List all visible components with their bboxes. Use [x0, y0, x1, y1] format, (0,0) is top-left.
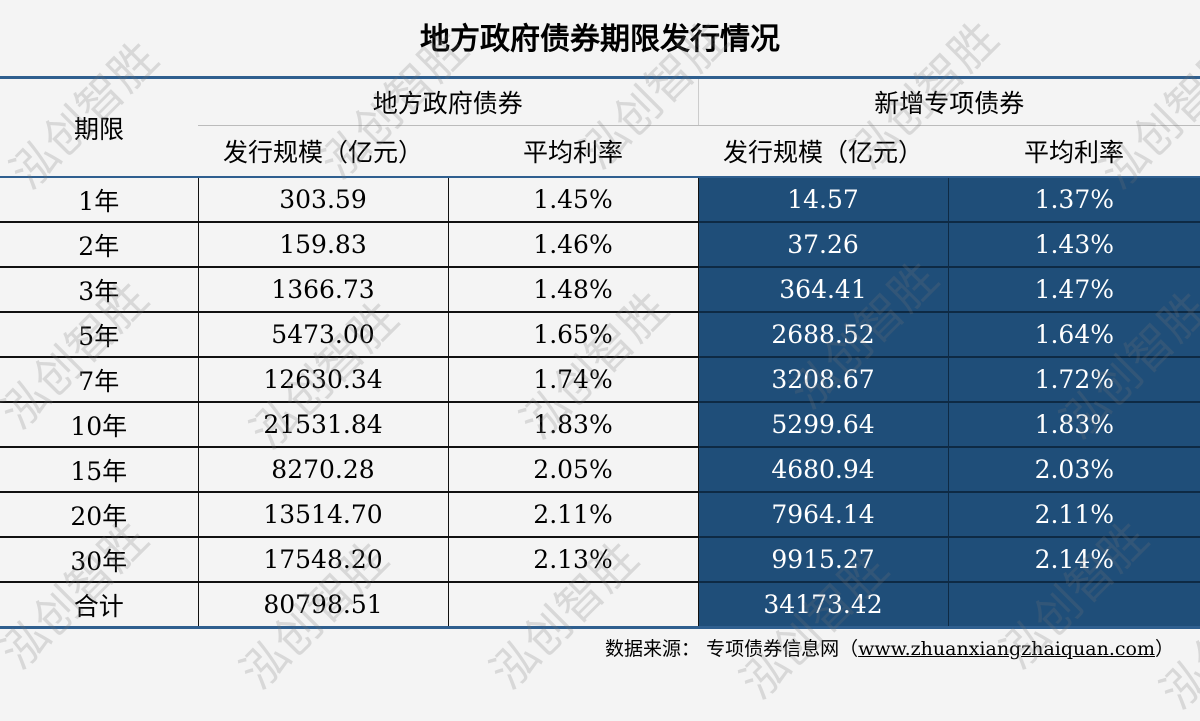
lg-rate-cell: 2.11% [448, 491, 699, 537]
term-cell: 7年 [0, 356, 199, 402]
sp-scale-cell: 3208.67 [698, 356, 949, 402]
lg-rate-cell: 1.65% [448, 311, 699, 357]
term-cell: 1年 [0, 177, 199, 222]
sp-scale-cell: 37.26 [698, 221, 949, 267]
term-cell: 2年 [0, 221, 199, 267]
header-new-special-bonds: 新增专项债券 [697, 77, 1200, 126]
sp-scale-cell: 14.57 [698, 177, 949, 222]
term-cell: 30年 [0, 536, 199, 582]
sp-rate-cell [948, 581, 1200, 628]
sp-scale-cell: 4680.94 [698, 446, 949, 492]
sp-scale-cell: 2688.52 [698, 311, 949, 357]
lg-scale-cell: 21531.84 [198, 401, 449, 447]
header-term: 期限 [0, 77, 198, 178]
term-cell: 5年 [0, 311, 199, 357]
lg-scale-cell: 17548.20 [198, 536, 449, 582]
sp-scale-cell: 7964.14 [698, 491, 949, 537]
table-row: 3年 1366.73 1.48% 364.41 1.47% [0, 266, 1200, 312]
lg-scale-cell: 303.59 [198, 177, 449, 222]
sp-rate-cell: 1.72% [948, 356, 1200, 402]
header-lg-scale: 发行规模（亿元） [198, 125, 448, 178]
lg-scale-cell: 12630.34 [198, 356, 449, 402]
table-row: 5年 5473.00 1.65% 2688.52 1.64% [0, 311, 1200, 357]
source-label: 数据来源： [605, 638, 701, 660]
sp-scale-cell: 9915.27 [698, 536, 949, 582]
term-cell: 15年 [0, 446, 199, 492]
table-row: 合计 80798.51 34173.42 [0, 581, 1200, 628]
page-title: 地方政府债券期限发行情况 [420, 22, 780, 57]
header-lg-rate: 平均利率 [448, 125, 699, 178]
source-close: ） [1154, 638, 1174, 660]
source-link[interactable]: www.zhuanxiangzhaiquan.com [858, 638, 1155, 660]
lg-rate-cell: 2.13% [448, 536, 699, 582]
table-row: 15年 8270.28 2.05% 4680.94 2.03% [0, 446, 1200, 492]
table-row: 20年 13514.70 2.11% 7964.14 2.11% [0, 491, 1200, 537]
term-cell: 20年 [0, 491, 199, 537]
lg-scale-cell: 5473.00 [198, 311, 449, 357]
sp-rate-cell: 1.43% [948, 221, 1200, 267]
table-row: 10年 21531.84 1.83% 5299.64 1.83% [0, 401, 1200, 447]
lg-scale-cell: 1366.73 [198, 266, 449, 312]
table-row: 30年 17548.20 2.13% 9915.27 2.14% [0, 536, 1200, 582]
sp-scale-cell: 5299.64 [698, 401, 949, 447]
lg-scale-cell: 8270.28 [198, 446, 449, 492]
lg-rate-cell: 1.74% [448, 356, 699, 402]
bond-table: 期限 地方政府债券 新增专项债券 发行规模（亿元） 平均利率 发行规模（亿元） … [0, 76, 1200, 629]
table-row: 7年 12630.34 1.74% 3208.67 1.72% [0, 356, 1200, 402]
sp-rate-cell: 1.47% [948, 266, 1200, 312]
sp-rate-cell: 2.14% [948, 536, 1200, 582]
sp-rate-cell: 2.11% [948, 491, 1200, 537]
lg-rate-cell [448, 581, 699, 628]
lg-rate-cell: 1.48% [448, 266, 699, 312]
lg-rate-cell: 1.46% [448, 221, 699, 267]
source-name: 专项债券信息网（ [706, 638, 859, 660]
lg-scale-cell: 159.83 [198, 221, 449, 267]
sp-scale-cell: 34173.42 [698, 581, 949, 628]
lg-scale-cell: 80798.51 [198, 581, 449, 628]
lg-scale-cell: 13514.70 [198, 491, 449, 537]
table-row: 1年 303.59 1.45% 14.57 1.37% [0, 177, 1200, 222]
sp-rate-cell: 2.03% [948, 446, 1200, 492]
sp-rate-cell: 1.37% [948, 177, 1200, 222]
header-local-gov-bonds: 地方政府债券 [198, 77, 699, 126]
header-sp-scale: 发行规模（亿元） [698, 125, 949, 178]
term-cell: 3年 [0, 266, 199, 312]
term-cell: 10年 [0, 401, 199, 447]
sp-scale-cell: 364.41 [698, 266, 949, 312]
data-source: 数据来源： 专项债券信息网（www.zhuanxiangzhaiquan.com… [605, 634, 1174, 661]
table-row: 2年 159.83 1.46% 37.26 1.43% [0, 221, 1200, 267]
sp-rate-cell: 1.64% [948, 311, 1200, 357]
lg-rate-cell: 1.45% [448, 177, 699, 222]
sp-rate-cell: 1.83% [948, 401, 1200, 447]
header-sp-rate: 平均利率 [948, 125, 1200, 178]
lg-rate-cell: 2.05% [448, 446, 699, 492]
term-cell: 合计 [0, 581, 199, 628]
lg-rate-cell: 1.83% [448, 401, 699, 447]
